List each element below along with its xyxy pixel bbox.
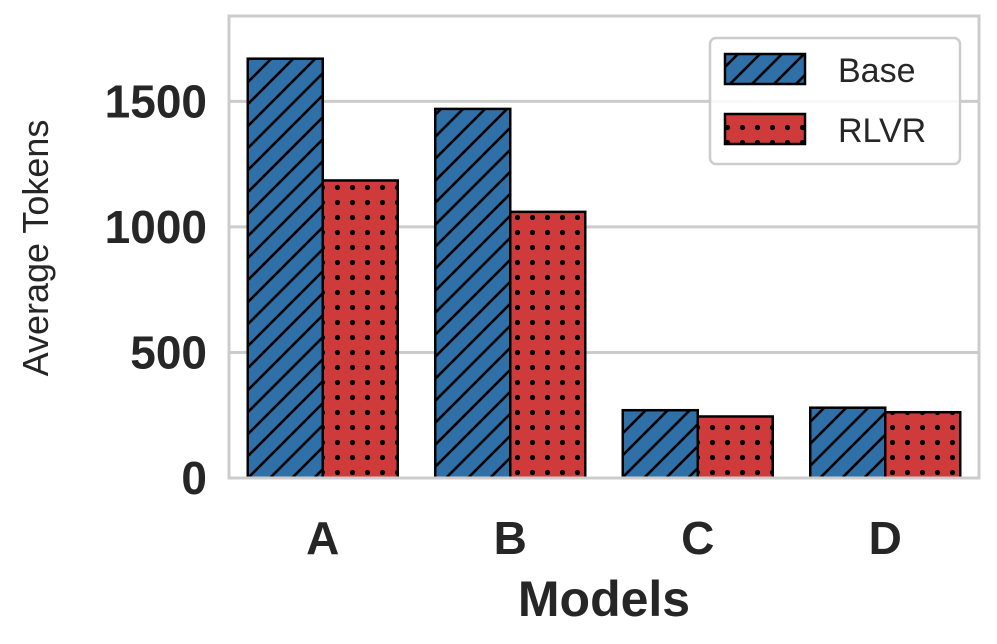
x-tick-label: A bbox=[306, 512, 339, 564]
bars bbox=[246, 57, 962, 480]
y-tick-label: 1000 bbox=[105, 201, 207, 253]
x-tick-label: D bbox=[869, 512, 902, 564]
bar-rlvr-c bbox=[696, 415, 774, 480]
legend: Base RLVR bbox=[708, 36, 962, 166]
x-axis-label: Models bbox=[518, 571, 690, 627]
bar-rlvr-d bbox=[884, 410, 962, 480]
y-tick-label: 500 bbox=[130, 326, 207, 378]
plot-frame bbox=[227, 14, 981, 480]
bar-base-c bbox=[621, 408, 699, 480]
legend-swatch-rlvr bbox=[723, 112, 807, 146]
y-tick-labels: 0 500 1000 1500 bbox=[105, 75, 207, 504]
bar-base-b bbox=[434, 107, 512, 480]
bar-rlvr-a bbox=[321, 179, 399, 480]
bar-base-a bbox=[246, 57, 324, 480]
y-tick-label: 0 bbox=[181, 452, 207, 504]
x-tick-labels: A B C D bbox=[306, 512, 902, 564]
y-tick-label: 1500 bbox=[105, 75, 207, 127]
y-axis-label: Average Tokens bbox=[15, 120, 56, 377]
bar-base-d bbox=[809, 406, 887, 480]
legend-swatch-base bbox=[723, 52, 807, 86]
legend-label-base: Base bbox=[838, 52, 916, 90]
x-tick-label: C bbox=[681, 512, 714, 564]
bar-rlvr-b bbox=[509, 210, 587, 480]
x-tick-label: B bbox=[494, 512, 527, 564]
legend-label-rlvr: RLVR bbox=[838, 112, 926, 150]
